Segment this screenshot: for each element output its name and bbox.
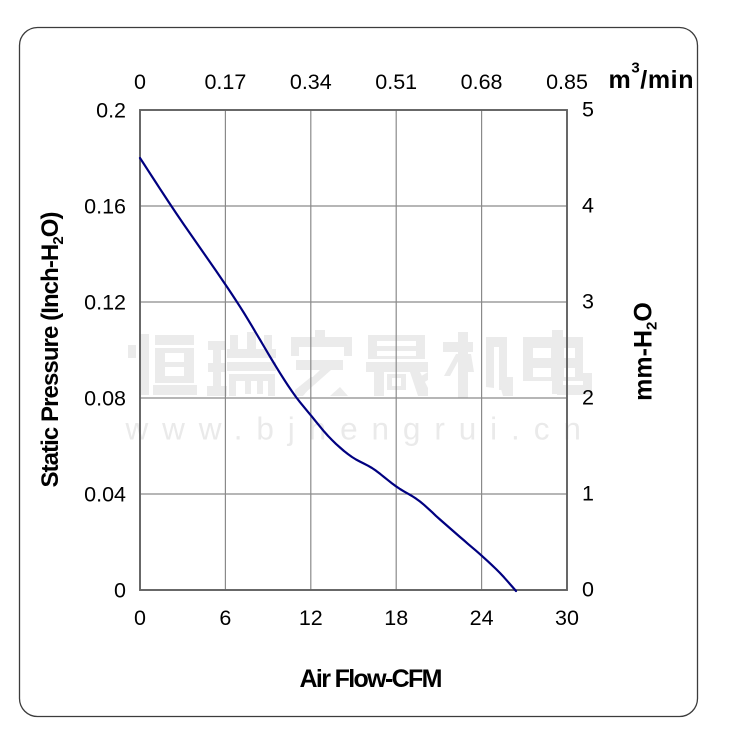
svg-text:0: 0 <box>582 578 594 602</box>
svg-text:www.bjhengrui.cn: www.bjhengrui.cn <box>125 411 595 447</box>
svg-text:0.34: 0.34 <box>290 70 332 94</box>
svg-text:0.08: 0.08 <box>84 387 126 411</box>
svg-text:0.2: 0.2 <box>96 99 126 123</box>
svg-text:3: 3 <box>582 290 594 314</box>
svg-text:0.16: 0.16 <box>84 195 126 219</box>
svg-text:0.12: 0.12 <box>84 291 126 315</box>
svg-text:24: 24 <box>470 606 494 630</box>
svg-text:0: 0 <box>134 70 146 94</box>
svg-text:1: 1 <box>582 482 594 506</box>
svg-text:0.04: 0.04 <box>84 483 126 507</box>
svg-text:0.17: 0.17 <box>204 70 246 94</box>
svg-text:mm-H2O: mm-H2O <box>630 302 661 401</box>
svg-text:4: 4 <box>582 194 594 218</box>
svg-text:18: 18 <box>384 606 408 630</box>
svg-text:5: 5 <box>582 98 594 122</box>
svg-text:0.68: 0.68 <box>461 70 503 94</box>
svg-text:Static Pressure (Inch-H2O): Static Pressure (Inch-H2O) <box>37 212 67 488</box>
svg-text:12: 12 <box>299 606 323 630</box>
svg-text:0.85: 0.85 <box>546 70 588 94</box>
svg-text:Air Flow-CFM: Air Flow-CFM <box>300 665 443 693</box>
svg-text:6: 6 <box>219 606 231 630</box>
svg-text:0: 0 <box>134 606 146 630</box>
svg-text:0: 0 <box>114 579 126 603</box>
svg-text:30: 30 <box>555 606 579 630</box>
svg-text:m3/min: m3/min <box>609 60 695 95</box>
svg-text:2: 2 <box>582 386 594 410</box>
svg-text:0.51: 0.51 <box>375 70 417 94</box>
